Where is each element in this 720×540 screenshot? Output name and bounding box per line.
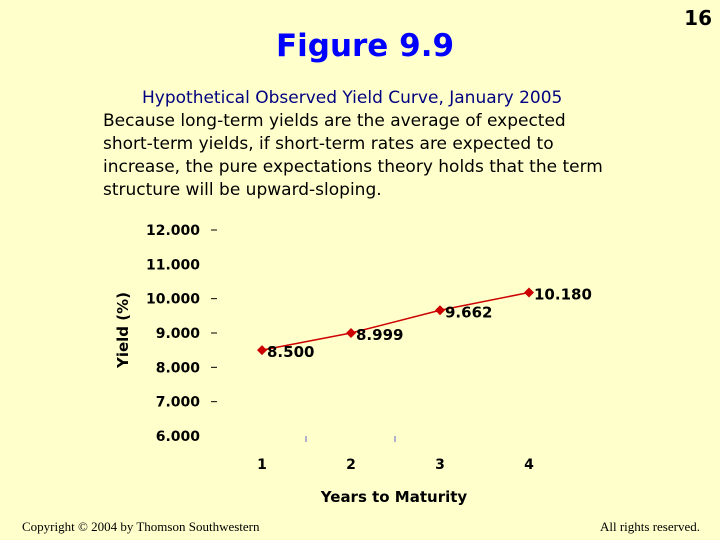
figure-title: Figure 9.9 [275,28,455,64]
y-tick-label: 8.000 [156,360,201,376]
x-tick-label: 4 [524,457,534,473]
data-point-marker [524,287,534,298]
figure-description: Because long-term yields are the average… [103,111,603,200]
data-point-marker [346,328,356,339]
y-tick-label: 9.000 [156,326,201,342]
x-tick-label: 3 [435,457,445,473]
data-point-marker [257,345,267,356]
chart-title: Hypothetical Observed Yield Curve, Janua… [142,88,563,108]
x-tick-label: 1 [257,457,267,473]
copyright-notice: Copyright © 2004 by Thomson Southwestern [22,519,260,534]
data-label: 8.999 [356,326,403,344]
data-label: 9.662 [445,303,492,321]
x-axis: 1 2 3 4 [257,436,534,473]
x-axis-title: Years to Maturity [320,488,468,506]
yield-series: 8.500 8.999 9.662 10.180 [257,285,592,361]
page-number: 16 [684,6,712,30]
y-axis: 6.000 7.000 8.000 9.000 10.000 11.000 12.000 [146,223,217,445]
y-tick-label: 12.000 [146,223,200,239]
x-tick-label: 2 [346,457,356,473]
data-label: 8.500 [267,343,314,361]
y-axis-title: Yield (%) [114,292,132,369]
data-point-marker [435,305,445,316]
y-tick-label: 7.000 [156,395,201,411]
y-tick-label: 6.000 [156,429,201,445]
data-label: 10.180 [534,285,592,303]
series-line [261,291,530,351]
y-tick-label: 10.000 [146,292,200,308]
rights-notice: All rights reserved. [599,519,700,534]
y-tick-label: 11.000 [146,257,200,273]
